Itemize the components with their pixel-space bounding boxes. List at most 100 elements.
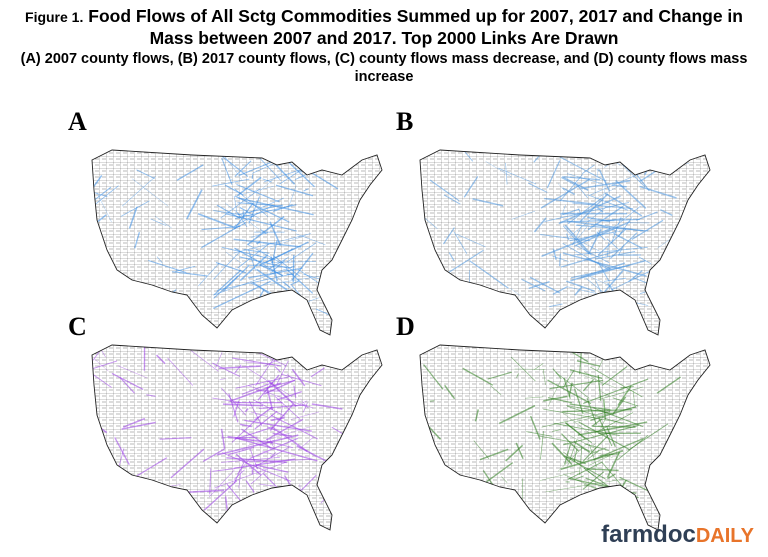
flow-line	[276, 360, 289, 385]
flow-line	[208, 469, 235, 498]
us-map	[91, 344, 383, 531]
flow-line	[574, 286, 583, 296]
flow-line	[579, 446, 583, 475]
flow-line	[267, 426, 277, 432]
flow-line	[615, 180, 647, 209]
flow-line	[606, 451, 621, 478]
flow-line	[560, 218, 641, 223]
flow-line	[563, 176, 601, 181]
flow-line	[628, 423, 669, 451]
flow-line	[538, 435, 573, 443]
flow-line	[567, 197, 603, 225]
flow-line	[219, 378, 227, 380]
flow-line	[533, 217, 547, 233]
flow-line	[598, 386, 644, 400]
flow-line	[529, 276, 561, 294]
flow-line	[660, 209, 673, 217]
flow-line	[601, 366, 628, 386]
flow-line	[239, 256, 288, 269]
flow-line	[498, 167, 537, 185]
flow-line	[276, 391, 302, 401]
flow-line	[330, 345, 364, 357]
flow-line	[596, 206, 604, 213]
flow-line	[622, 164, 646, 188]
flow-line	[259, 404, 306, 410]
us-map	[419, 344, 711, 531]
flow-line	[577, 421, 648, 436]
flow-line	[262, 178, 272, 183]
flow-line	[472, 198, 504, 207]
flow-line	[606, 238, 620, 250]
flow-line	[273, 255, 301, 277]
panel-label: B	[396, 107, 413, 136]
flow-line	[628, 270, 643, 283]
flow-line	[566, 233, 570, 241]
flow-line	[463, 176, 479, 198]
flow-line	[592, 438, 644, 461]
flow-line	[612, 205, 641, 229]
flow-line	[132, 457, 168, 480]
flow-line	[131, 489, 150, 505]
flow-line	[270, 414, 318, 440]
flow-line	[602, 408, 610, 416]
flow-line	[255, 356, 276, 386]
flow-line	[602, 486, 627, 514]
flow-line	[566, 405, 612, 414]
flow-line	[462, 499, 497, 518]
flow-line	[582, 434, 609, 463]
flow-line	[630, 153, 650, 161]
flow-line	[233, 458, 296, 470]
flow-line	[148, 289, 177, 311]
flow-line	[505, 444, 524, 462]
flow-line	[587, 450, 600, 460]
flow-line	[212, 280, 271, 309]
flow-line	[238, 197, 314, 216]
flow-line	[668, 472, 692, 501]
flow-line	[574, 475, 584, 480]
flow-line	[438, 480, 445, 507]
flow-line	[228, 446, 255, 456]
flow-line	[126, 500, 137, 505]
flow-line	[656, 376, 681, 394]
flow-line	[218, 365, 261, 370]
flow-line	[236, 212, 248, 228]
subtitle: (A) 2007 county flows, (B) 2017 county f…	[20, 51, 748, 85]
flow-line	[562, 242, 610, 271]
flow-line	[453, 231, 468, 254]
flow-line	[594, 412, 634, 434]
flow-line	[563, 377, 571, 399]
flow-line	[564, 224, 592, 256]
flow-line	[631, 219, 664, 240]
flow-line	[592, 442, 597, 447]
flow-line	[308, 170, 339, 190]
flow-line	[92, 360, 118, 373]
flow-line	[582, 379, 594, 392]
flow-line	[155, 354, 166, 365]
flow-line	[250, 411, 268, 417]
flow-line	[541, 411, 611, 428]
flow-line	[216, 434, 299, 456]
flow-line	[212, 468, 235, 472]
flow-line	[609, 150, 613, 161]
panel-label: C	[68, 312, 87, 341]
flow-line	[562, 252, 647, 277]
flow-line	[567, 461, 604, 481]
flow-line	[265, 418, 304, 441]
flow-line	[526, 431, 553, 437]
flow-line	[565, 280, 595, 292]
flow-line	[552, 248, 557, 260]
flow-line	[521, 278, 546, 292]
flow-line	[588, 443, 598, 469]
flow-line	[583, 378, 649, 405]
flow-line	[234, 188, 269, 217]
flow-line	[146, 394, 156, 397]
flow-line	[239, 206, 249, 213]
flow-line	[259, 502, 274, 511]
flow-line	[516, 373, 519, 378]
flow-line	[267, 379, 297, 407]
flow-line	[120, 200, 150, 217]
flow-line	[258, 439, 275, 447]
flow-line	[546, 160, 561, 189]
flow-line	[560, 204, 566, 219]
flow-line	[256, 268, 288, 291]
